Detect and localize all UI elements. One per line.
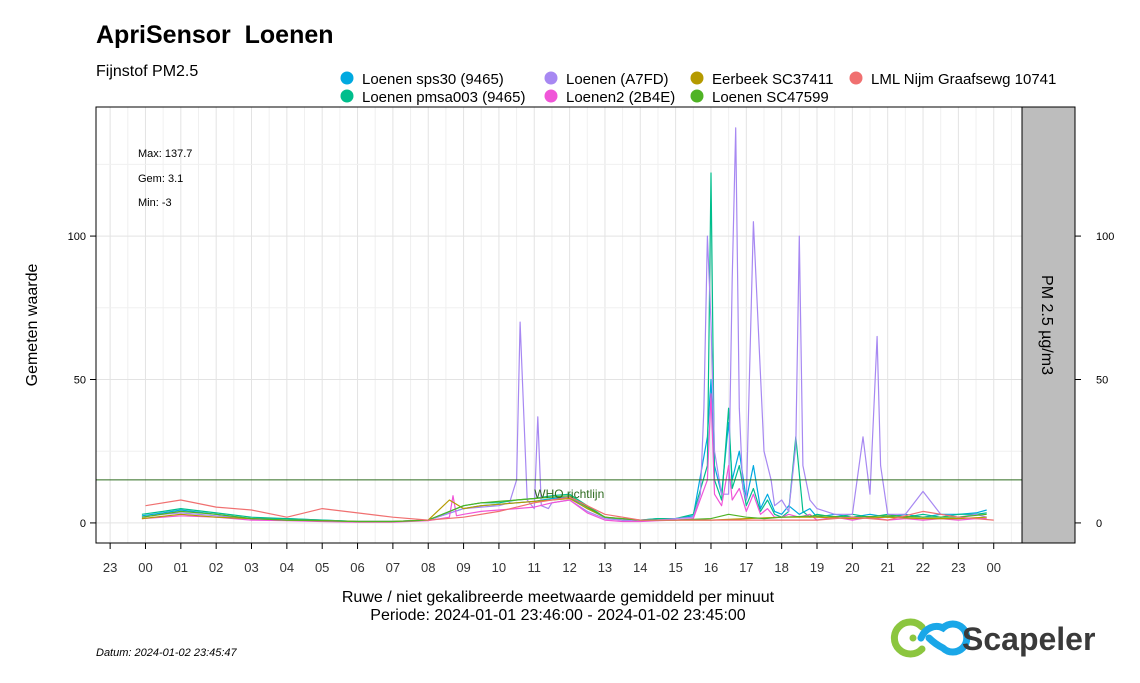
x-tick-label: 19: [810, 560, 824, 575]
x-tick-label: 18: [774, 560, 788, 575]
legend-key-3: [544, 71, 558, 85]
y-tick-label-left: 50: [74, 375, 86, 387]
grid: [96, 107, 1022, 543]
legend: Loenen sps30 (9465)Loenen pmsa003 (9465)…: [340, 71, 1056, 106]
x-tick-label: 00: [138, 560, 152, 575]
stat-gem: Gem: 3.1: [138, 173, 183, 185]
scapeler-logo-text: Scapeler: [962, 621, 1095, 657]
x-tick-label: 13: [598, 560, 612, 575]
legend-label-5: Eerbeek SC37411: [712, 71, 833, 88]
plot-panel: [96, 107, 1022, 543]
x-tick-label: 09: [456, 560, 470, 575]
legend-key-7: [849, 71, 863, 85]
legend-label-6: Loenen SC47599: [712, 89, 829, 106]
series-layer: [141, 127, 994, 523]
stat-min: Min: -3: [138, 197, 172, 209]
chart-subtitle: Fijnstof PM2.5: [96, 63, 198, 80]
y-tick-label-right: 0: [1096, 518, 1102, 530]
legend-label-2: Loenen pmsa003 (9465): [362, 89, 525, 106]
x-tick-label: 17: [739, 560, 753, 575]
x-tick-label: 02: [209, 560, 223, 575]
x-tick-label: 00: [986, 560, 1000, 575]
x-tick-label: 06: [350, 560, 364, 575]
legend-key-2: [340, 89, 354, 103]
x-tick-label: 05: [315, 560, 329, 575]
x-tick-label: 01: [174, 560, 188, 575]
scapeler-logo: Scapeler: [890, 618, 1095, 658]
x-tick-label: 22: [916, 560, 930, 575]
x-tick-label: 10: [492, 560, 506, 575]
y-axis-title: Gemeten waarde: [24, 264, 41, 387]
legend-key-4: [544, 89, 558, 103]
y-tick-label-right: 100: [1096, 231, 1114, 243]
chart-title: ApriSensor Loenen: [96, 21, 334, 49]
x-tick-label: 16: [704, 560, 718, 575]
x-axis-title: Ruwe / niet gekalibreerde meetwaarde gem…: [342, 589, 775, 606]
x-tick-label: 15: [668, 560, 682, 575]
x-tick-label: 03: [244, 560, 258, 575]
series-line-6: [141, 495, 987, 523]
y-tick-label-left: 0: [80, 518, 86, 530]
legend-key-5: [690, 71, 704, 85]
x-tick-label: 04: [280, 560, 294, 575]
legend-label-4: Loenen2 (2B4E): [566, 89, 675, 106]
x-tick-label: 14: [633, 560, 647, 575]
legend-label-7: LML Nijm Graafsewg 10741: [871, 71, 1056, 88]
x-tick-label: 23: [103, 560, 117, 575]
legend-label-1: Loenen sps30 (9465): [362, 71, 504, 88]
facet-strip-label: PM 2.5 µg/m3: [1038, 275, 1055, 375]
x-tick-label: 11: [528, 560, 542, 575]
x-tick-label: 21: [880, 560, 894, 575]
y-tick-label-right: 50: [1096, 375, 1108, 387]
legend-key-6: [690, 89, 704, 103]
date-label: Datum: 2024-01-02 23:45:47: [96, 647, 238, 659]
stat-max: Max: 137.7: [138, 148, 192, 160]
series-line-7: [145, 496, 994, 521]
legend-label-3: Loenen (A7FD): [566, 71, 669, 88]
legend-key-1: [340, 71, 354, 85]
scapeler-logo-icon: [890, 618, 971, 658]
x-tick-label: 08: [421, 560, 435, 575]
x-tick-label: 20: [845, 560, 859, 575]
who-guideline-label: WHO richtlijn: [534, 487, 604, 501]
facet-strip: [1021, 106, 1076, 544]
x-tick-label: 12: [562, 560, 576, 575]
x-tick-label: 23: [951, 560, 965, 575]
y-tick-label-left: 100: [68, 231, 86, 243]
x-tick-label: 07: [386, 560, 400, 575]
period-label: Periode: 2024-01-01 23:46:00 - 2024-01-0…: [370, 607, 746, 624]
